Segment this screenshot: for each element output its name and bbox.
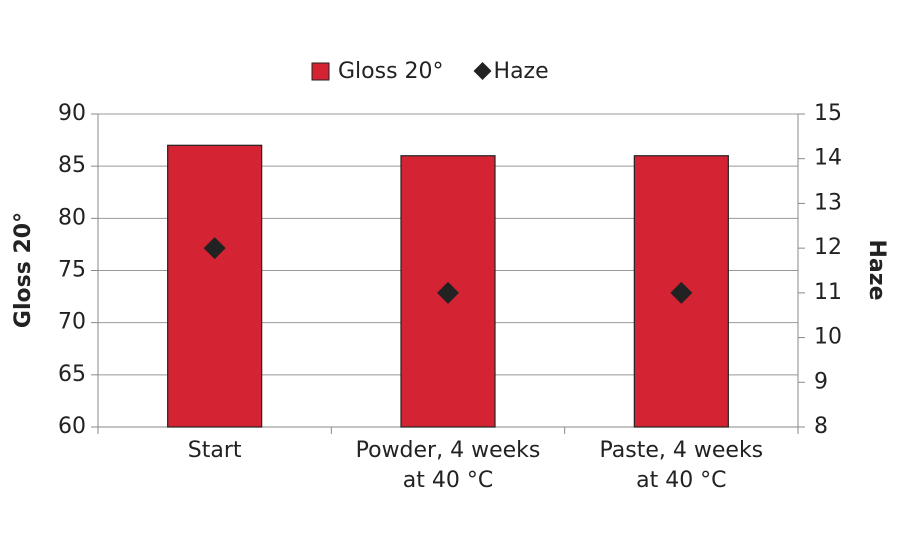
bar [167,144,263,428]
y-axis-title: Gloss 20° [11,212,36,328]
y2-tick-label: 12 [814,235,842,260]
x-tick-label: Start [188,438,242,463]
y-tick-label: 70 [58,310,86,335]
y-tick-label: 85 [58,153,86,178]
y2-tick-label: 11 [814,280,842,305]
y-tick-label: 75 [58,258,86,283]
y2-tick-label: 8 [814,414,828,439]
x-tick-label: Powder, 4 weeks at 40 °C [356,438,541,493]
marker [203,237,226,260]
marker [437,281,459,304]
legend-label: Haze [494,59,549,84]
y-tick-label: 80 [58,205,86,230]
x-tick-label: Paste, 4 weeks at 40 °C [600,438,764,493]
y2-axis-title: Haze [864,240,889,301]
y2-tick-label: 10 [814,325,842,350]
y-tick-label: 90 [58,101,86,126]
y-tick-label: 65 [58,362,86,387]
legend-label: Gloss 20° [338,59,444,84]
y2-tick-label: 14 [814,146,842,171]
y2-tick-label: 13 [814,190,842,215]
y2-tick-label: 15 [814,101,842,126]
marker [670,281,693,304]
legend-swatch [473,62,492,80]
y-tick-label: 60 [58,414,86,439]
y2-tick-label: 9 [814,369,828,394]
legend-swatch [311,62,330,81]
